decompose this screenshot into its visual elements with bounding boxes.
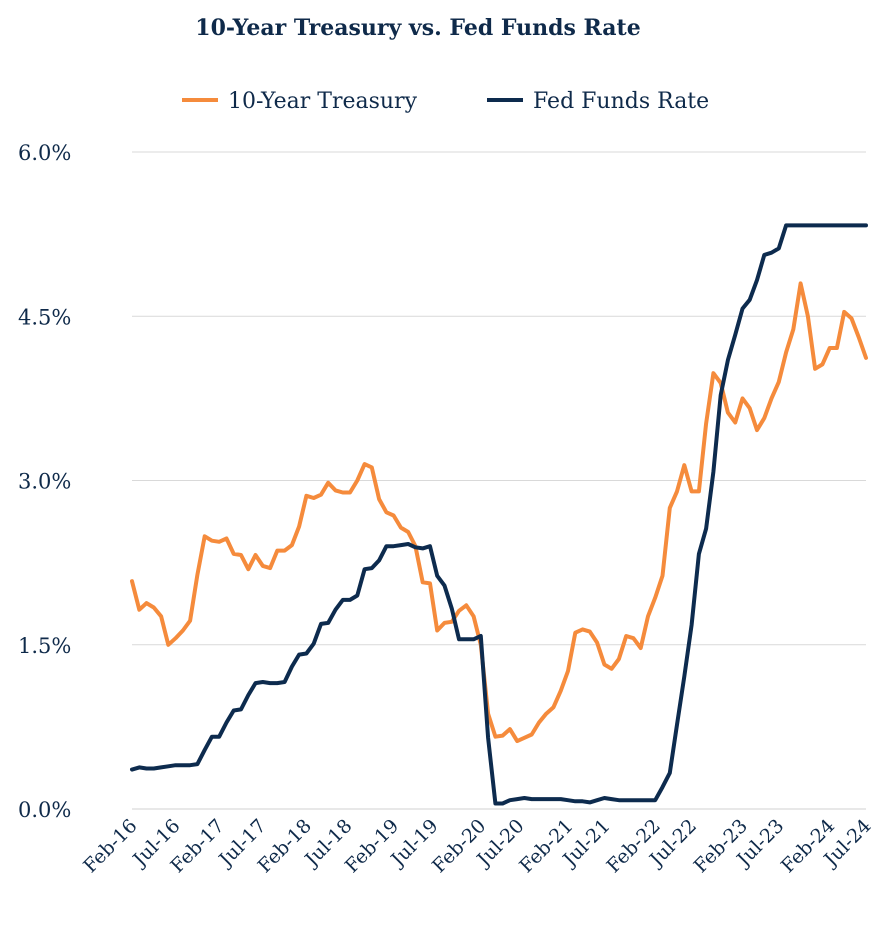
- series-line-fed-funds-rate: [130, 223, 868, 806]
- gridlines: [132, 151, 866, 810]
- y-tick-label: 0.0%: [18, 798, 71, 822]
- y-tick-label: 4.5%: [18, 305, 71, 329]
- y-tick-label: 6.0%: [18, 141, 71, 165]
- y-tick-label: 1.5%: [18, 634, 71, 658]
- legend-label-fed-funds-rate: Fed Funds Rate: [533, 89, 709, 114]
- chart-title: 10-Year Treasury vs. Fed Funds Rate: [195, 15, 640, 41]
- y-tick-label: 3.0%: [18, 470, 71, 494]
- x-tick-label: Feb-16: [79, 815, 141, 877]
- series-line-10-year-treasury: [130, 281, 868, 744]
- legend: 10-Year Treasury Fed Funds Rate: [182, 89, 709, 114]
- series-lines: [130, 223, 868, 806]
- legend-label-10-year-treasury: 10-Year Treasury: [228, 89, 418, 114]
- y-axis-ticks: 0.0% 1.5% 3.0% 4.5% 6.0%: [18, 141, 71, 822]
- x-axis-ticks: Feb-16Jul-16Feb-17Jul-17Feb-18Jul-18Feb-…: [79, 815, 875, 877]
